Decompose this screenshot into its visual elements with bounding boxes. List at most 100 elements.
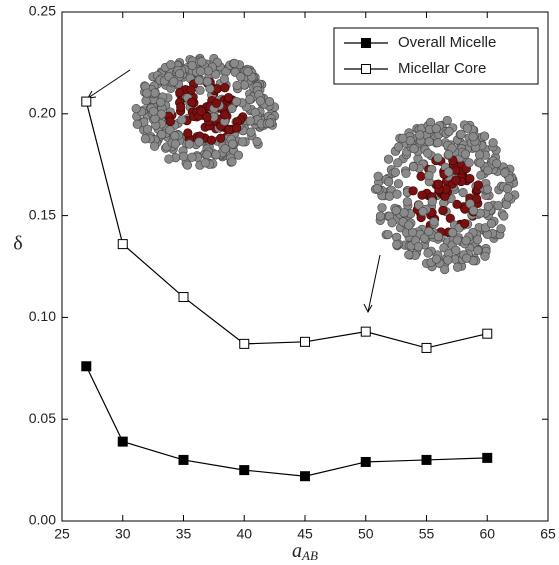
bead xyxy=(429,217,439,227)
series-line xyxy=(85,366,488,477)
bead xyxy=(391,205,401,216)
y-tick-label: 0.20 xyxy=(29,105,56,121)
bead xyxy=(255,96,265,106)
bead xyxy=(228,139,238,149)
bead xyxy=(393,158,403,168)
bead xyxy=(392,239,402,250)
marker xyxy=(178,454,189,465)
bead xyxy=(444,126,454,137)
marker xyxy=(239,338,250,349)
x-axis-label-main: a xyxy=(292,540,302,562)
bead xyxy=(423,148,433,158)
bead xyxy=(404,220,414,230)
bead xyxy=(195,85,205,95)
bead xyxy=(202,150,212,160)
legend-marker xyxy=(361,38,371,48)
bead xyxy=(175,69,185,79)
marker xyxy=(421,342,432,353)
bead xyxy=(431,254,442,264)
marker xyxy=(360,456,371,467)
bead xyxy=(220,144,230,154)
y-tick-label: 0.00 xyxy=(29,512,56,528)
x-tick-label: 45 xyxy=(297,526,313,542)
bead xyxy=(186,85,196,95)
bead xyxy=(390,167,400,177)
bead xyxy=(182,160,192,170)
bead xyxy=(187,60,197,71)
bead xyxy=(252,136,262,147)
bead xyxy=(408,162,419,172)
y-tick-label: 0.10 xyxy=(29,308,56,324)
bead xyxy=(187,97,197,107)
bead xyxy=(243,66,253,77)
legend-label: Overall Micelle xyxy=(398,34,496,51)
bead xyxy=(416,171,426,181)
bead xyxy=(427,196,437,207)
bead xyxy=(480,251,490,261)
bead xyxy=(408,186,418,196)
marker xyxy=(117,436,128,447)
marker xyxy=(421,454,432,465)
bead xyxy=(157,129,167,140)
bead xyxy=(375,211,386,221)
bead xyxy=(438,205,448,216)
bead xyxy=(483,201,493,211)
bead xyxy=(415,130,425,140)
bead xyxy=(175,87,185,98)
marker xyxy=(300,336,310,347)
x-tick-label: 25 xyxy=(54,526,70,542)
legend-label: Micellar Core xyxy=(398,60,486,77)
bead xyxy=(170,139,180,149)
bead xyxy=(131,103,141,114)
bead xyxy=(482,184,493,194)
marker xyxy=(81,96,92,107)
bead xyxy=(404,250,414,260)
bead xyxy=(483,165,493,176)
bead xyxy=(433,179,443,189)
x-tick-label: 40 xyxy=(236,526,252,542)
bead xyxy=(166,60,176,70)
arrow xyxy=(87,69,131,99)
bead xyxy=(442,115,452,126)
bead xyxy=(472,235,483,245)
bead xyxy=(169,77,179,87)
bead xyxy=(413,242,424,252)
series-line xyxy=(85,101,488,349)
bead xyxy=(444,167,454,177)
bead xyxy=(460,149,470,159)
bead xyxy=(177,115,187,125)
bead xyxy=(424,226,434,237)
bead xyxy=(223,92,234,103)
bead xyxy=(149,141,160,151)
bead xyxy=(377,203,387,213)
marker xyxy=(239,465,250,476)
bead xyxy=(227,157,237,167)
bead xyxy=(178,151,189,161)
bead xyxy=(500,168,510,178)
legend-marker xyxy=(361,64,371,74)
bead xyxy=(232,80,242,91)
bead xyxy=(236,72,246,82)
bead xyxy=(476,170,486,180)
bead xyxy=(232,123,242,133)
bead xyxy=(132,119,142,129)
bead xyxy=(424,137,434,147)
bead xyxy=(493,201,503,211)
bead xyxy=(393,179,404,189)
bead xyxy=(501,199,511,210)
bead xyxy=(462,253,472,263)
x-tick-label: 60 xyxy=(479,526,495,542)
bead xyxy=(196,106,206,116)
bead xyxy=(264,96,275,107)
bead xyxy=(464,158,474,168)
bead xyxy=(211,98,221,108)
bead xyxy=(424,170,434,181)
bead xyxy=(399,208,409,218)
bead xyxy=(202,112,212,122)
bead xyxy=(200,158,210,168)
bead xyxy=(452,199,462,209)
bead xyxy=(170,131,180,141)
bead xyxy=(194,137,204,147)
bead xyxy=(475,158,485,168)
